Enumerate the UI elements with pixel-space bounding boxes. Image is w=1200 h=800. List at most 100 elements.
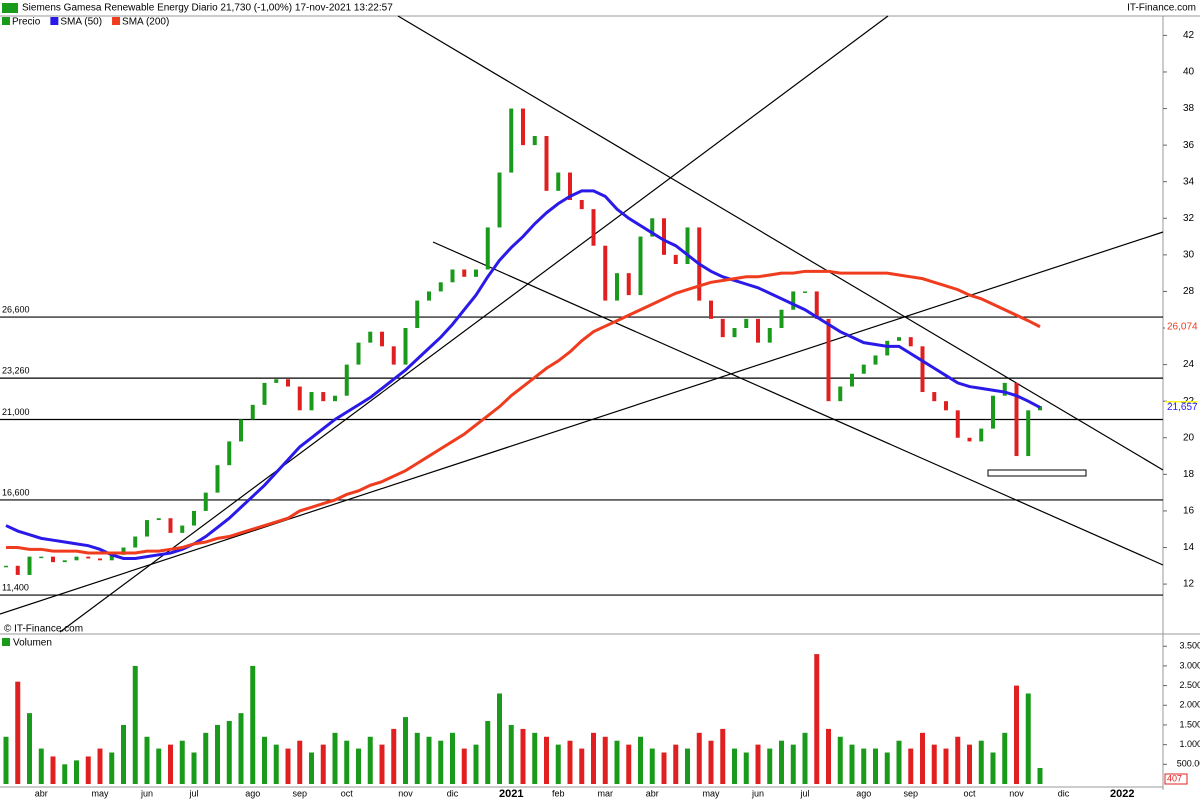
volume-bar	[297, 740, 303, 784]
price-bar	[615, 273, 619, 301]
price-bar	[62, 560, 67, 563]
price-bar	[333, 395, 337, 402]
price-bar	[192, 510, 196, 526]
x-tick-label: jul	[799, 788, 809, 798]
volume-bar	[931, 744, 937, 784]
price-bar	[1014, 382, 1019, 457]
brand: IT-Finance.com	[1127, 3, 1196, 14]
volume-bar	[1002, 732, 1008, 784]
y-tick-label: 40	[1183, 67, 1195, 78]
y-tick-label: 42	[1183, 30, 1195, 41]
volume-bar	[614, 740, 620, 784]
price-bar	[415, 300, 420, 329]
volume-bar	[62, 764, 68, 784]
level-label-bg	[0, 583, 32, 594]
y-tick-label: 18	[1183, 469, 1195, 480]
volume-bar	[97, 748, 103, 784]
price-bar	[462, 269, 467, 277]
price-bar	[732, 328, 737, 338]
price-bar	[967, 437, 972, 442]
price-bar	[1026, 410, 1031, 457]
x-tick-label: abr	[35, 788, 48, 798]
price-bar	[638, 236, 643, 296]
x-tick-label: oct	[341, 788, 354, 798]
x-tick-label: may	[91, 788, 109, 798]
price-bar	[391, 346, 396, 365]
price-bar	[908, 337, 913, 347]
y-tick-label: 28	[1183, 286, 1195, 297]
price-bar	[626, 273, 631, 296]
y-tick-label: 2.500k	[1179, 680, 1200, 690]
volume-bar	[438, 740, 444, 784]
y-tick-label: 14	[1183, 542, 1195, 553]
level-label-bg	[0, 366, 32, 377]
y-tick-label: 30	[1183, 250, 1195, 261]
level-label-bg	[0, 305, 32, 316]
volume-bar	[285, 748, 291, 784]
y-tick-label: 20	[1183, 432, 1195, 443]
volume-bar	[532, 732, 538, 784]
legend-label: Precio	[12, 17, 41, 28]
volume-bar	[356, 748, 361, 784]
price-bar	[450, 269, 455, 283]
legend-label: SMA (50)	[60, 17, 102, 28]
volume-bar	[567, 740, 573, 784]
price-bar	[74, 556, 79, 561]
price-bar	[932, 392, 937, 402]
x-tick-label: jul	[188, 788, 198, 798]
volume-bar	[367, 736, 373, 784]
volume-bar	[191, 752, 197, 784]
level-label-bg	[0, 487, 32, 498]
y-tick-label: 3.000k	[1179, 660, 1200, 670]
price-bar	[27, 556, 32, 575]
price-bar	[86, 556, 91, 559]
price-bar	[767, 328, 772, 343]
volume-bar	[990, 752, 996, 784]
volume-bar	[743, 752, 749, 784]
price-bar	[239, 419, 243, 442]
volume-bar	[273, 744, 279, 784]
x-tick-label: mar	[598, 788, 614, 798]
price-bar	[427, 291, 431, 301]
volume-bar	[955, 736, 961, 784]
volume-bar	[555, 744, 561, 784]
price-bar	[662, 218, 666, 255]
y-tick-label: 2.000k	[1179, 700, 1200, 710]
volume-bar	[238, 713, 244, 784]
price-bar	[521, 108, 525, 146]
volume-bar	[262, 736, 267, 784]
volume-bar	[943, 748, 949, 784]
price-bar	[603, 245, 608, 301]
volume-bar	[450, 732, 455, 784]
volume-bar	[215, 724, 220, 784]
volume-bar	[403, 717, 408, 784]
volume-bar	[132, 665, 138, 784]
volume-bar	[426, 736, 432, 784]
price-bar	[156, 518, 161, 521]
volume-bar	[873, 748, 878, 784]
price-tag-bg	[1165, 402, 1198, 413]
volume-bar	[602, 736, 608, 784]
price-bar	[850, 373, 854, 387]
price-bar	[274, 379, 279, 383]
volume-bar	[179, 740, 185, 784]
price-bar	[673, 254, 678, 265]
x-tick-label: dic	[447, 788, 459, 798]
price-bar	[250, 404, 255, 420]
chart-title: Siemens Gamesa Renewable Energy Diario 2…	[22, 3, 393, 14]
y-tick-label: 32	[1183, 213, 1195, 224]
price-bar	[15, 565, 20, 575]
x-tick-label: oct	[963, 788, 976, 798]
price-bar	[897, 337, 901, 341]
price-bar	[685, 227, 690, 265]
volume-bar	[826, 728, 831, 784]
price-bar	[826, 318, 831, 402]
level-label: 11,400	[2, 582, 29, 592]
y-tick-label: 1.000k	[1179, 739, 1200, 749]
level-label: 26,600	[2, 304, 30, 314]
price-bar	[344, 364, 349, 396]
volume-bar	[50, 756, 56, 784]
price-bar	[485, 227, 490, 270]
price-bar	[744, 318, 749, 329]
volume-bar	[732, 748, 737, 784]
